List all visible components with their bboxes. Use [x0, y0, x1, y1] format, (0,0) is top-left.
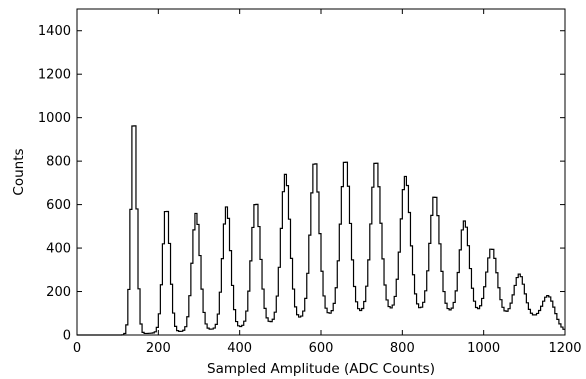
y-axis-ticks: 0 200 400 600 800 1000 1200 1400 — [38, 24, 565, 344]
y-tick-label: 1000 — [38, 111, 71, 126]
x-tick-label: 800 — [390, 341, 415, 356]
y-tick-label: 200 — [46, 285, 71, 300]
plot-area — [76, 8, 566, 336]
x-tick-label: 1200 — [548, 341, 581, 356]
plot-frame — [76, 8, 566, 336]
histogram-step-line — [77, 125, 565, 336]
y-axis-label: Counts — [11, 148, 27, 195]
x-tick-label: 600 — [309, 341, 334, 356]
x-tick-label: 0 — [73, 341, 81, 356]
y-tick-label: 0 — [63, 329, 71, 344]
y-tick-label: 600 — [46, 198, 71, 213]
x-tick-label: 200 — [146, 341, 171, 356]
x-axis-ticks: 0 200 400 600 800 1000 1200 — [73, 9, 582, 356]
x-tick-label: 400 — [227, 341, 252, 356]
y-tick-label: 1400 — [38, 24, 71, 39]
y-tick-label: 1200 — [38, 68, 71, 83]
y-tick-label: 400 — [46, 242, 71, 257]
x-tick-label: 1000 — [467, 341, 500, 356]
y-tick-label: 800 — [46, 155, 71, 170]
x-axis-label: Sampled Amplitude (ADC Counts) — [207, 361, 435, 377]
